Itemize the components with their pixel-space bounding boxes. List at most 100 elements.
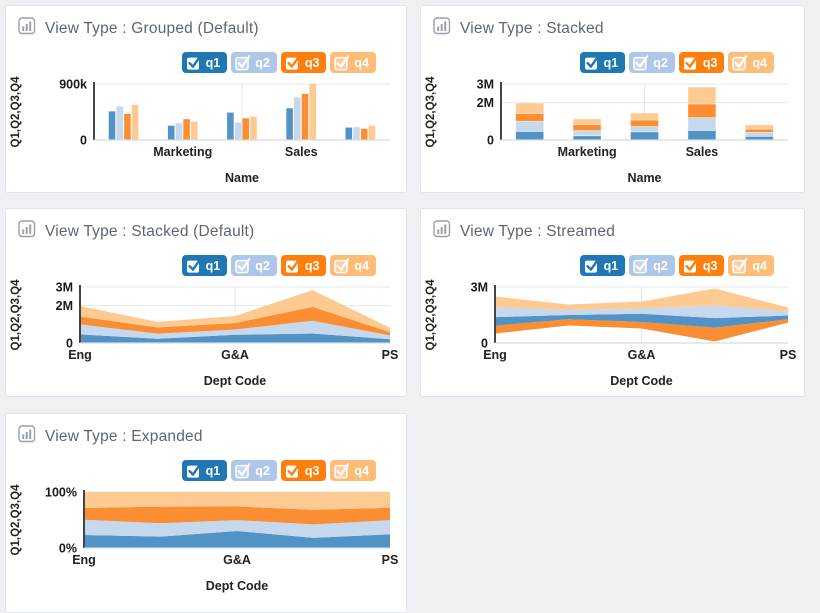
stream-chart[interactable]: 0 3M Eng G&A PS Dept Code Q1,Q2,Q3,Q4 (421, 279, 804, 395)
svg-text:PS: PS (382, 553, 399, 567)
svg-text:G&A: G&A (223, 553, 251, 567)
legend-label: q3 (702, 55, 718, 70)
svg-text:Marketing: Marketing (558, 145, 617, 159)
panel-header: View Type : Expanded (18, 425, 203, 448)
legend: q1 q2 q3 q4 (181, 460, 376, 481)
svg-text:100%: 100% (45, 486, 77, 500)
checkbox-checked-icon (732, 258, 748, 274)
checkbox-checked-icon (633, 258, 649, 274)
panel-streamed: View Type : Streamed q1 q2 q3 q4 0 3M Eng G&A P… (420, 208, 805, 397)
svg-text:2M: 2M (56, 299, 73, 313)
panel-title: View Type : Stacked (460, 19, 604, 37)
legend-q4[interactable]: q4 (728, 52, 774, 73)
svg-text:PS: PS (382, 348, 399, 362)
svg-text:3M: 3M (477, 78, 494, 92)
checkbox-checked-icon (683, 258, 699, 273)
legend-q4[interactable]: q4 (330, 52, 376, 73)
panel-title: View Type : Streamed (460, 222, 616, 240)
legend-label: q1 (205, 55, 221, 70)
legend-q1[interactable]: q1 (181, 52, 228, 73)
svg-text:Q1,Q2,Q3,Q4: Q1,Q2,Q3,Q4 (10, 484, 22, 555)
stacked-area-chart[interactable]: 0 2M 3M Eng G&A PS Dept Code Q1,Q2,Q3,Q4 (6, 279, 406, 395)
legend-label: q4 (354, 55, 369, 70)
legend-q2[interactable]: q2 (629, 52, 675, 73)
legend-q2[interactable]: q2 (231, 460, 277, 481)
bar-chart-icon (18, 17, 36, 40)
panel-header: View Type : Streamed (433, 220, 615, 243)
bar-chart-icon (433, 220, 451, 243)
panel-header: View Type : Grouped (Default) (18, 17, 259, 40)
checkbox-checked-icon (334, 258, 350, 274)
panel-title: View Type : Expanded (45, 427, 203, 445)
svg-text:Q1,Q2,Q3,Q4: Q1,Q2,Q3,Q4 (425, 76, 437, 147)
legend-q4[interactable]: q4 (330, 255, 376, 276)
svg-text:Sales: Sales (686, 145, 719, 159)
grouped-bar-chart[interactable]: 0 900k Marketing Sales Name Q1,Q2,Q3,Q4 (6, 76, 406, 192)
checkbox-checked-icon (285, 258, 301, 273)
expanded-area-chart[interactable]: 0% 100% Eng G&A PS Dept Code Q1,Q2,Q3,Q4 (6, 484, 406, 600)
legend-label: q4 (354, 258, 369, 273)
checkbox-checked-icon (334, 55, 350, 71)
panel-expanded: View Type : Expanded q1 q2 q3 q4 0% 100% Eng G… (5, 413, 407, 613)
panel-stacked: View Type : Stacked q1 q2 q3 q4 0 2M 3M Market… (420, 5, 805, 193)
legend-label: q4 (354, 463, 369, 478)
legend-q3[interactable]: q3 (280, 52, 327, 73)
svg-text:0: 0 (80, 134, 87, 148)
legend-q2[interactable]: q2 (231, 52, 277, 73)
legend-label: q2 (653, 258, 668, 273)
legend: q1 q2 q3 q4 (181, 255, 376, 276)
legend-q4[interactable]: q4 (728, 255, 774, 276)
svg-text:Q1,Q2,Q3,Q4: Q1,Q2,Q3,Q4 (425, 279, 437, 350)
checkbox-checked-icon (334, 463, 350, 479)
svg-text:Name: Name (627, 171, 661, 185)
checkbox-checked-icon (235, 55, 251, 71)
svg-text:Eng: Eng (483, 348, 507, 362)
checkbox-checked-icon (186, 463, 202, 478)
svg-text:Q1,Q2,Q3,Q4: Q1,Q2,Q3,Q4 (10, 76, 22, 147)
legend-q2[interactable]: q2 (629, 255, 675, 276)
bar-chart-icon (433, 17, 451, 40)
checkbox-checked-icon (285, 55, 301, 70)
legend-q1[interactable]: q1 (181, 255, 228, 276)
legend-q1[interactable]: q1 (579, 255, 626, 276)
svg-text:Dept Code: Dept Code (206, 579, 269, 593)
svg-text:Q1,Q2,Q3,Q4: Q1,Q2,Q3,Q4 (10, 279, 22, 350)
legend-q3[interactable]: q3 (280, 460, 327, 481)
legend-label: q1 (603, 258, 619, 273)
svg-text:Dept Code: Dept Code (204, 374, 267, 388)
legend: q1 q2 q3 q4 (579, 255, 774, 276)
legend-label: q1 (205, 258, 221, 273)
legend-label: q3 (304, 258, 320, 273)
svg-text:2M: 2M (477, 96, 494, 110)
checkbox-checked-icon (235, 258, 251, 274)
legend-label: q1 (205, 463, 221, 478)
legend-q3[interactable]: q3 (678, 52, 725, 73)
svg-text:Dept Code: Dept Code (610, 374, 673, 388)
legend-q3[interactable]: q3 (280, 255, 327, 276)
bar-chart-icon (18, 425, 36, 448)
legend-label: q4 (752, 55, 767, 70)
legend-label: q3 (304, 463, 320, 478)
panel-title: View Type : Stacked (Default) (45, 222, 255, 240)
legend-q2[interactable]: q2 (231, 255, 277, 276)
svg-text:0%: 0% (59, 542, 77, 556)
legend-q1[interactable]: q1 (181, 460, 228, 481)
legend-label: q3 (702, 258, 718, 273)
svg-text:Eng: Eng (68, 348, 92, 362)
svg-text:0: 0 (481, 337, 488, 351)
svg-text:0: 0 (487, 134, 494, 148)
svg-text:Name: Name (225, 171, 259, 185)
legend-q4[interactable]: q4 (330, 460, 376, 481)
checkbox-checked-icon (732, 55, 748, 71)
checkbox-checked-icon (235, 463, 251, 479)
svg-text:900k: 900k (59, 78, 87, 92)
checkbox-checked-icon (584, 258, 600, 273)
svg-text:PS: PS (780, 348, 797, 362)
legend-q1[interactable]: q1 (579, 52, 626, 73)
checkbox-checked-icon (285, 463, 301, 478)
legend-label: q2 (255, 55, 270, 70)
stacked-bar-chart[interactable]: 0 2M 3M Marketing Sales Name Q1,Q2,Q3,Q4 (421, 76, 804, 192)
svg-text:Marketing: Marketing (153, 145, 212, 159)
legend-q3[interactable]: q3 (678, 255, 725, 276)
legend-label: q2 (653, 55, 668, 70)
